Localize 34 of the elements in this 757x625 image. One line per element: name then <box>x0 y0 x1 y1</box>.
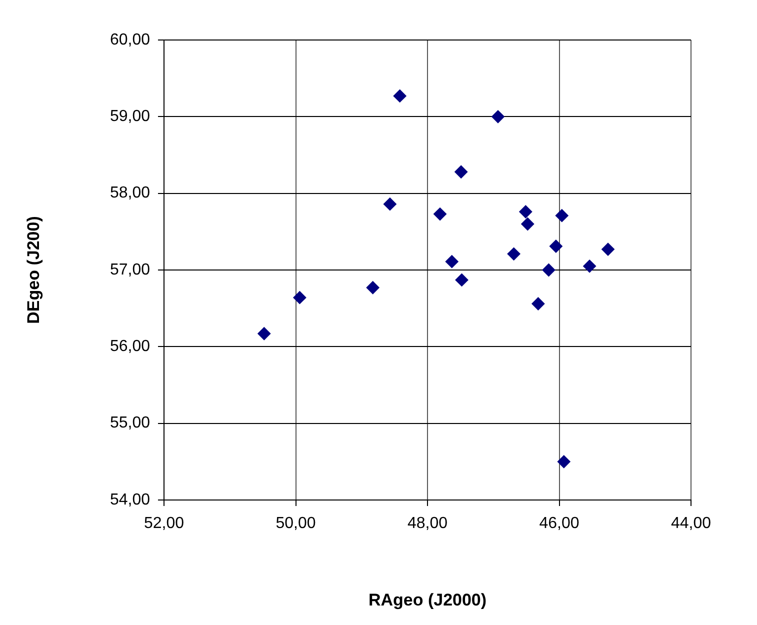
y-tick-label: 60,00 <box>110 31 150 48</box>
point <box>258 327 271 340</box>
point <box>555 209 568 222</box>
x-axis-title: RAgeo (J2000) <box>368 590 487 610</box>
point <box>393 89 406 102</box>
point <box>519 205 532 218</box>
point <box>601 242 614 256</box>
point <box>434 208 447 221</box>
point <box>549 240 562 253</box>
point <box>583 260 596 273</box>
point <box>293 291 306 304</box>
y-tick-label: 56,00 <box>110 338 150 356</box>
point <box>557 455 570 468</box>
x-tick-label: 50,00 <box>276 515 316 532</box>
point <box>491 110 504 124</box>
point <box>532 297 545 310</box>
y-tick-label: 57,00 <box>110 261 150 278</box>
point <box>445 255 458 268</box>
y-tick-label: 54,00 <box>110 491 150 508</box>
x-tick-label: 52,00 <box>144 515 184 532</box>
x-tick-label: 46,00 <box>539 515 580 532</box>
point <box>455 273 468 286</box>
y-tick-label: 55,00 <box>110 414 150 432</box>
point <box>521 218 534 230</box>
point <box>454 165 468 178</box>
y-axis-title: DEgeo (J200) <box>24 216 43 324</box>
point <box>507 247 520 260</box>
y-tick-label: 59,00 <box>110 108 150 126</box>
point <box>366 281 380 294</box>
point <box>542 264 556 276</box>
point <box>383 198 396 211</box>
x-tick-label: 44,00 <box>670 515 712 532</box>
x-tick-label: 48,00 <box>407 515 448 532</box>
y-tick-label: 58,00 <box>110 184 150 202</box>
